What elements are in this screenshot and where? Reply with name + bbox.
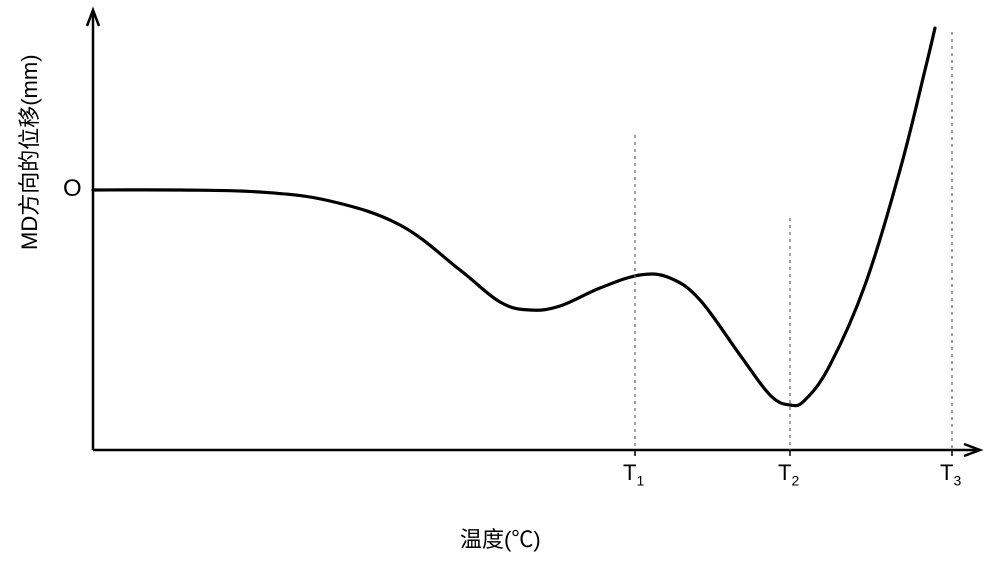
y-axis-label: MD方向的位移(mm) bbox=[12, 54, 44, 250]
tick-label-t2: T2 bbox=[778, 460, 799, 488]
x-axis-label: 温度(℃) bbox=[460, 522, 541, 554]
tick-label-t1: T1 bbox=[623, 460, 644, 488]
origin-label: O bbox=[63, 175, 82, 203]
tick-label-t3: T3 bbox=[940, 460, 961, 488]
chart-container: { "chart": { "type": "line", "width": 10… bbox=[0, 0, 1000, 570]
chart-svg bbox=[0, 0, 1000, 570]
